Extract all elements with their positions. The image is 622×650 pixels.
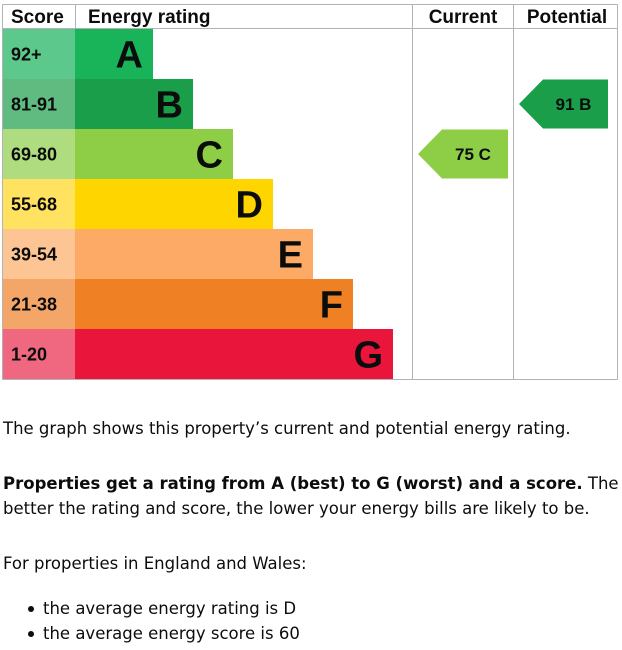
rating-bar <box>75 79 193 129</box>
header-current: Current <box>429 7 498 28</box>
rating-letter: B <box>156 85 183 127</box>
rating-explanation-rest: The better the rating and score, the low… <box>3 474 619 518</box>
score-cell <box>3 129 75 179</box>
score-cell <box>3 79 75 129</box>
rating-letter: A <box>116 35 143 77</box>
band-d: 55-68 D <box>3 179 273 229</box>
rating-explanation: Properties get a rating from A (best) to… <box>3 471 619 521</box>
rating-letter: G <box>353 335 383 377</box>
rating-bar <box>75 29 153 79</box>
current-rating-arrow-shape <box>418 129 508 179</box>
potential-rating-arrow: 91 B <box>519 79 608 129</box>
rating-bar <box>75 329 393 379</box>
band-e: 39-54 E <box>3 229 313 279</box>
rating-bar <box>75 179 273 229</box>
score-label: 39-54 <box>11 245 57 265</box>
chart-grid <box>2 4 618 380</box>
score-cell <box>3 229 75 279</box>
graph-description: The graph shows this property’s current … <box>3 419 571 438</box>
region-intro: For properties in England and Wales: <box>3 554 307 573</box>
potential-rating-arrow-shape <box>519 79 608 129</box>
potential-rating-arrow-label: 91 B <box>556 95 592 114</box>
score-label: 21-38 <box>11 295 57 315</box>
list-item: the average energy rating is D <box>3 596 300 621</box>
rating-bar <box>75 229 313 279</box>
current-rating-arrow: 75 C <box>418 129 508 179</box>
band-a: 92+ A <box>3 29 153 79</box>
band-b: 81-91 B <box>3 79 193 129</box>
rating-letter: E <box>278 235 303 277</box>
band-g: 1-20 G <box>3 329 393 379</box>
score-label: 92+ <box>11 45 42 65</box>
header-energy-rating: Energy rating <box>88 7 210 28</box>
rating-bar <box>75 279 353 329</box>
rating-letter: F <box>320 285 343 327</box>
band-f: 21-38 F <box>3 279 353 329</box>
score-cell <box>3 179 75 229</box>
score-label: 69-80 <box>11 145 57 165</box>
band-c: 69-80 C <box>3 129 233 179</box>
rating-letter: D <box>236 185 263 227</box>
energy-rating-chart: Score Energy rating Current Potential 92… <box>2 4 618 380</box>
rating-arrows: 75 C 91 B <box>418 79 608 179</box>
score-cell <box>3 279 75 329</box>
rating-bar <box>75 129 233 179</box>
score-label: 55-68 <box>11 195 57 215</box>
current-rating-arrow-label: 75 C <box>455 145 491 164</box>
list-item: the average energy score is 60 <box>3 621 300 646</box>
rating-bands: 92+ A 81-91 B 69-80 C 55-68 D 39-54 E 21-38 F 1-20 G <box>3 29 393 379</box>
header-score: Score <box>11 7 64 28</box>
rating-letter: C <box>196 135 223 177</box>
rating-explanation-bold: Properties get a rating from A (best) to… <box>3 474 583 493</box>
score-label: 1-20 <box>11 345 47 365</box>
score-label: 81-91 <box>11 95 57 115</box>
average-facts-list: the average energy rating is D the avera… <box>3 596 300 646</box>
score-cell <box>3 329 75 379</box>
header-potential: Potential <box>527 7 607 28</box>
score-cell <box>3 29 75 79</box>
